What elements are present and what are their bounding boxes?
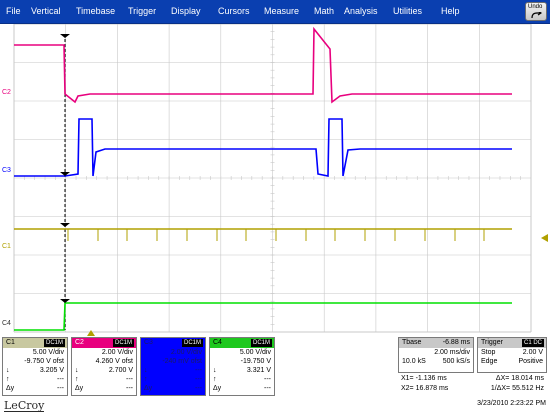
datetime: 3/23/2010 2:23:22 PM (477, 400, 546, 407)
c3-offset: -240 mV ofst (162, 358, 202, 365)
menu-utilities[interactable]: Utilities (393, 6, 423, 16)
timebase-samples: 10.0 kS (402, 358, 426, 365)
c4-cursor2: --- (264, 376, 271, 383)
c2-row-label: ↓ (75, 367, 79, 374)
menu-math[interactable]: Math (314, 6, 335, 16)
trigger-slope: Positive (518, 358, 543, 365)
scope-display[interactable]: C2 C3 C1 C4 (0, 24, 550, 336)
c2-vdiv: 2.00 V/div (101, 349, 133, 356)
trigger-title: Trigger (481, 339, 503, 346)
undo-button[interactable]: Undo (525, 2, 547, 21)
trace-label: C1 (2, 243, 11, 250)
trace-c3 (14, 118, 512, 177)
channel-c3-name: C3 (144, 339, 153, 346)
channel-c4-panel[interactable]: C4 DC1M 5.00 V/div -19.750 V ↓ 3.321 V ↑ --… (209, 337, 275, 396)
c2-delta: --- (126, 385, 133, 392)
channel-c4-coupling: DC1M (250, 339, 272, 347)
trigger-coupling: C1 DC (521, 339, 544, 347)
menu-trigger[interactable]: Trigger (128, 6, 157, 16)
c1-row-label: ↓ (6, 367, 10, 374)
c3-row-label: ↓ (144, 367, 148, 374)
cursor-x1: X1= -1.136 ms (401, 375, 447, 382)
c3-cursor2: --- (195, 376, 202, 383)
c3-vdiv: 2.00 V/div (170, 349, 202, 356)
menu-analysis[interactable]: Analysis (344, 6, 378, 16)
c2-row-label: ↑ (75, 376, 79, 383)
c4-row-label: ↓ (213, 367, 217, 374)
channel-c3-panel[interactable]: C3 DC1M 2.00 V/div -240 mV ofst ↓ --- ↑ ---… (140, 337, 206, 396)
status-footer: LeCroy 3/23/2010 2:23:22 PM (0, 396, 550, 412)
c2-row-label: Δy (75, 385, 84, 392)
timebase-delay: -6.88 ms (442, 339, 470, 346)
trace-label: C4 (2, 320, 11, 327)
logo-text: LeCroy (4, 399, 45, 412)
c4-offset: -19.750 V (240, 358, 271, 365)
trigger-level-icon (541, 234, 548, 242)
cursor-readout: X1= -1.136 ms ΔX= 18.014 ms X2= 16.878 ms… (398, 374, 547, 396)
c1-cursor1: 3.205 V (39, 367, 64, 374)
c3-row-label: Δy (144, 385, 153, 392)
trigger-mode: Stop (481, 349, 496, 356)
c1-vdiv: 5.00 V/div (32, 349, 64, 356)
trace-label: C3 (2, 167, 11, 174)
c1-row-label: ↑ (6, 376, 10, 383)
c4-row-label: Δy (213, 385, 222, 392)
trace-c2 (14, 26, 512, 104)
channel-c2-coupling: DC1M (112, 339, 134, 347)
undo-label: Undo (528, 4, 543, 10)
timebase-rate: 500 kS/s (442, 358, 470, 365)
channel-c3-coupling: DC1M (181, 339, 203, 347)
undo-arrow-icon (531, 12, 542, 19)
channel-c2-panel[interactable]: C2 DC1M 2.00 V/div 4.260 V ofst ↓ 2.700 V … (71, 337, 137, 396)
cursor-x2: X2= 16.878 ms (401, 385, 449, 392)
channel-c1-panel[interactable]: C1 DC1M 5.00 V/div -9.750 V ofst ↓ 3.205 V… (2, 337, 68, 396)
cursor-frequency: 1/ΔX= 55.512 Hz (490, 385, 544, 392)
c3-cursor1: --- (195, 367, 202, 374)
trigger-panel[interactable]: Trigger C1 DC Stop 2.00 V Edge Positive (477, 337, 547, 373)
c4-vdiv: 5.00 V/div (239, 349, 271, 356)
trace-c4 (14, 302, 512, 331)
c2-cursor1: 2.700 V (108, 367, 133, 374)
lecroy-logo: LeCroy (4, 399, 44, 412)
timebase-per-div: 2.00 ms/div (434, 349, 470, 356)
timebase-title: Tbase (402, 339, 422, 346)
trigger-marker-icon (60, 223, 70, 227)
trigger-marker-icon (60, 172, 70, 176)
timebase-panel[interactable]: Tbase -6.88 ms 2.00 ms/div 10.0 kS 500 kS/… (398, 337, 474, 373)
trigger-type: Edge (481, 358, 498, 365)
channel-c2-name: C2 (75, 339, 84, 346)
menu-display[interactable]: Display (171, 6, 201, 16)
c4-row-label: ↑ (213, 376, 217, 383)
c3-delta: --- (195, 385, 202, 392)
menu-file[interactable]: File (6, 6, 21, 16)
c1-cursor2: --- (57, 376, 64, 383)
cursor-dx: ΔX= 18.014 ms (495, 375, 544, 382)
trigger-position-icon (87, 330, 95, 336)
c4-cursor1: 3.321 V (246, 367, 271, 374)
channel-c1-coupling: DC1M (43, 339, 65, 347)
c2-offset: 4.260 V ofst (95, 358, 133, 365)
channel-c4-name: C4 (213, 339, 222, 346)
menu-measure[interactable]: Measure (264, 6, 300, 16)
channel-c1-name: C1 (6, 339, 15, 346)
c1-offset: -9.750 V ofst (24, 358, 64, 365)
menu-timebase[interactable]: Timebase (76, 6, 116, 16)
trigger-marker-icon (60, 299, 70, 303)
menu-cursors[interactable]: Cursors (218, 6, 250, 16)
c1-delta: --- (57, 385, 64, 392)
menu-bar: File Vertical Timebase Trigger Display C… (0, 0, 550, 24)
c4-delta: --- (264, 385, 271, 392)
c1-row-label: Δy (6, 385, 15, 392)
menu-vertical[interactable]: Vertical (31, 6, 61, 16)
waveform-grid: C2 C3 C1 C4 (2, 24, 548, 336)
trigger-level: 2.00 V (522, 349, 543, 356)
c2-cursor2: --- (126, 376, 133, 383)
menu-help[interactable]: Help (441, 6, 460, 16)
trace-label: C2 (2, 89, 11, 96)
trigger-marker-icon (60, 34, 70, 38)
c3-row-label: ↑ (144, 376, 148, 383)
